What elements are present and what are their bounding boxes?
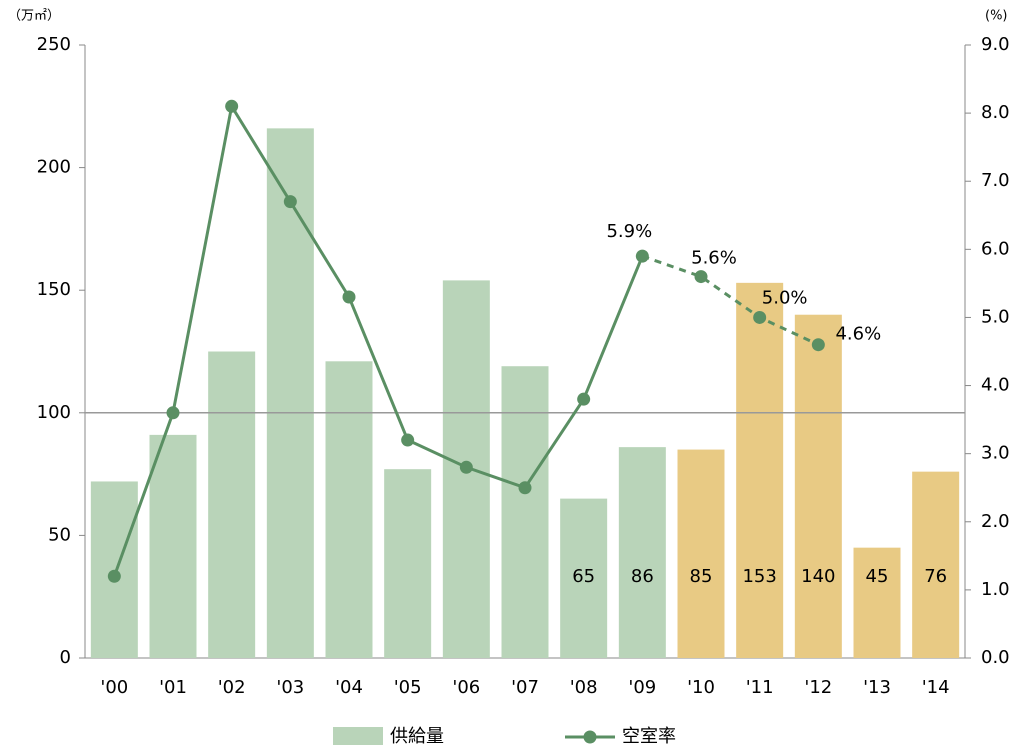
line-value-label: 5.0% bbox=[762, 287, 808, 308]
bar bbox=[266, 128, 314, 659]
x-tick-label: '12 bbox=[804, 677, 832, 698]
y-tick-label: 250 bbox=[37, 34, 71, 55]
line-marker bbox=[753, 310, 767, 324]
x-tick-label: '13 bbox=[863, 677, 891, 698]
bar bbox=[208, 351, 256, 658]
bar bbox=[618, 447, 666, 658]
x-tick-label: '08 bbox=[570, 677, 598, 698]
line-marker bbox=[283, 195, 297, 209]
y2-tick-label: 3.0 bbox=[981, 443, 1010, 464]
y2-tick-label: 9.0 bbox=[981, 34, 1010, 55]
x-tick-label: '07 bbox=[511, 677, 539, 698]
bar bbox=[794, 314, 842, 658]
y-tick-label: 200 bbox=[37, 157, 71, 178]
bar-value-label: 85 bbox=[690, 566, 713, 587]
x-tick-label: '00 bbox=[100, 677, 128, 698]
y2-tick-label: 6.0 bbox=[981, 238, 1010, 259]
line-series bbox=[112, 102, 644, 577]
x-tick-label: '05 bbox=[394, 677, 422, 698]
bar bbox=[677, 449, 725, 658]
y2-tick-label: 2.0 bbox=[981, 511, 1010, 532]
line-value-label: 5.9% bbox=[606, 221, 652, 242]
line-marker bbox=[401, 433, 415, 447]
y2-tick-label: 0.0 bbox=[981, 647, 1010, 668]
y2-tick-label: 4.0 bbox=[981, 375, 1010, 396]
legend-swatch bbox=[333, 727, 383, 745]
line-marker bbox=[518, 481, 532, 495]
line-marker bbox=[166, 406, 180, 420]
line-marker bbox=[342, 290, 356, 304]
line-value-label: 4.6% bbox=[835, 324, 881, 345]
y2-tick-label: 1.0 bbox=[981, 579, 1010, 600]
y-tick-label: 150 bbox=[37, 279, 71, 300]
bar-value-label: 86 bbox=[631, 566, 654, 587]
x-tick-label: '10 bbox=[687, 677, 715, 698]
x-tick-label: '02 bbox=[218, 677, 246, 698]
bar bbox=[912, 471, 960, 658]
line-marker bbox=[107, 569, 121, 583]
x-tick-label: '01 bbox=[159, 677, 187, 698]
legend-label: 空室率 bbox=[622, 726, 676, 747]
line-marker bbox=[225, 99, 239, 113]
x-tick-label: '14 bbox=[922, 677, 950, 698]
y2-tick-label: 7.0 bbox=[981, 170, 1010, 191]
bar-value-label: 65 bbox=[572, 566, 595, 587]
bar-value-label: 45 bbox=[866, 566, 889, 587]
bar bbox=[149, 434, 197, 658]
bar bbox=[384, 469, 432, 658]
line-series bbox=[641, 254, 819, 347]
bar bbox=[560, 498, 608, 658]
legend-marker bbox=[583, 730, 597, 744]
x-tick-label: '09 bbox=[628, 677, 656, 698]
y-tick-label: 0 bbox=[60, 647, 71, 668]
x-tick-label: '04 bbox=[335, 677, 363, 698]
x-tick-label: '03 bbox=[276, 677, 304, 698]
legend-label: 供給量 bbox=[390, 726, 444, 747]
y-axis-unit: （万㎡） bbox=[8, 9, 60, 24]
bar bbox=[501, 366, 549, 658]
bar bbox=[325, 361, 373, 658]
y-tick-label: 50 bbox=[48, 524, 71, 545]
bar bbox=[90, 481, 138, 658]
bar-value-label: 76 bbox=[924, 566, 947, 587]
line-marker bbox=[459, 460, 473, 474]
bar-value-label: 153 bbox=[742, 566, 776, 587]
x-tick-label: '06 bbox=[452, 677, 480, 698]
line-marker bbox=[577, 392, 591, 406]
y2-tick-label: 5.0 bbox=[981, 306, 1010, 327]
x-tick-label: '11 bbox=[746, 677, 774, 698]
y2-tick-label: 8.0 bbox=[981, 102, 1010, 123]
line-marker bbox=[694, 270, 708, 284]
line-value-label: 5.6% bbox=[691, 248, 737, 269]
bar bbox=[736, 282, 784, 658]
line-marker bbox=[811, 338, 825, 352]
y-tick-label: 100 bbox=[37, 402, 71, 423]
bar-value-label: 140 bbox=[801, 566, 835, 587]
bar bbox=[853, 547, 901, 658]
y2-axis-unit: (%) bbox=[985, 9, 1008, 24]
line-marker bbox=[635, 249, 649, 263]
